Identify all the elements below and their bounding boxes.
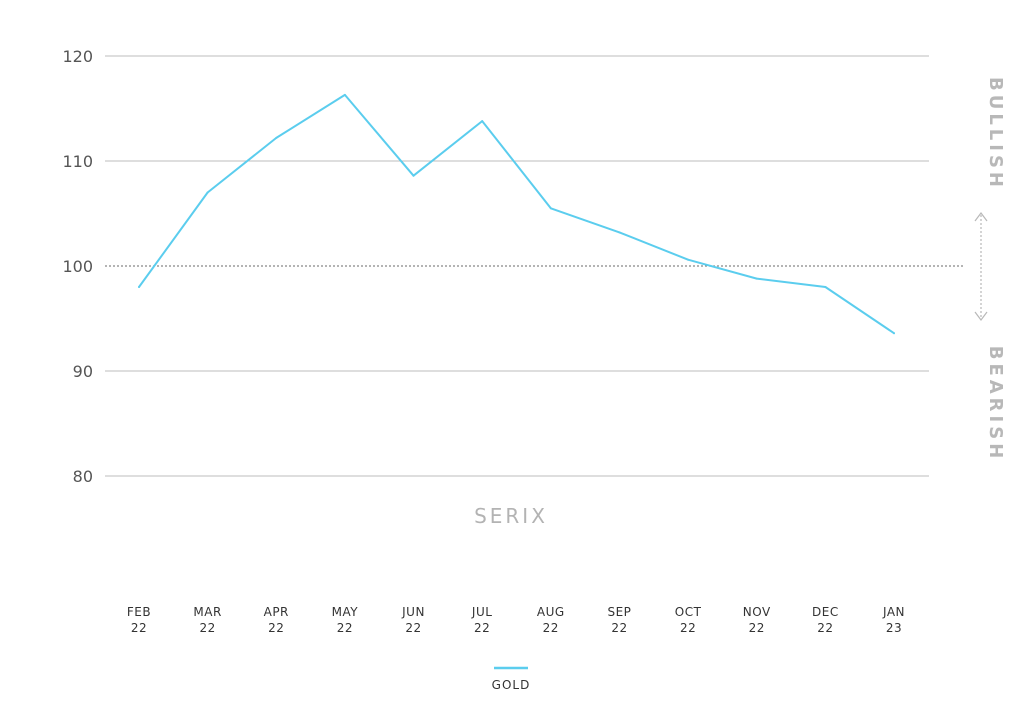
x-tick-label: AUG 22 [537,605,565,635]
arrow-down-head-icon [974,311,988,321]
x-tick-year: 22 [611,621,627,635]
x-tick-label: MAY 22 [332,605,359,635]
x-tick-year: 22 [131,621,147,635]
x-tick-month: MAR [193,605,221,619]
y-tick-label: 100 [62,257,93,276]
x-tick-year: 22 [817,621,833,635]
x-axis-ticks: FEB 22 MAR 22 APR 22 MAY 22 JUN 22 JUL 22 AUG 22 SEP 22… [127,605,905,635]
legend-label-gold: GOLD [492,678,531,692]
x-tick-month: SEP [607,605,631,619]
x-tick-label: MAR 22 [193,605,221,635]
legend: GOLD [492,666,531,692]
x-tick-month: APR [264,605,289,619]
x-tick-month: AUG [537,605,565,619]
data-point [893,332,895,335]
bearish-label: BEARISH [985,346,1006,463]
x-tick-year: 22 [543,621,559,635]
bullish-label: BULLISH [985,77,1006,191]
x-tick-month: JUN [401,605,425,619]
x-tick-year: 22 [405,621,421,635]
x-tick-month: FEB [127,605,151,619]
x-tick-year: 22 [337,621,353,635]
y-tick-label: 90 [73,362,93,381]
data-point [618,231,621,234]
x-tick-month: OCT [675,605,702,619]
x-tick-label: SEP 22 [607,605,631,635]
watermark: SERIX [474,504,548,528]
x-tick-year: 22 [268,621,284,635]
bullish-bearish-arrow-icon [974,212,988,321]
x-tick-label: JUL 22 [471,605,493,635]
data-point [138,286,140,288]
x-tick-year: 23 [886,621,902,635]
data-point [687,258,690,261]
y-axis-ticks: 120 110 100 90 80 [62,47,93,486]
x-tick-label: JUN 22 [401,605,425,635]
data-point [412,174,415,177]
y-tick-label: 80 [73,467,93,486]
data-point [549,207,552,210]
data-point [755,277,758,280]
x-tick-label: DEC 22 [812,605,839,635]
x-tick-year: 22 [680,621,696,635]
data-point [824,286,827,288]
data-point [275,136,278,139]
x-tick-year: 22 [749,621,765,635]
x-tick-label: NOV 22 [743,605,771,635]
x-tick-month: JAN [882,605,905,619]
x-tick-label: FEB 22 [127,605,151,635]
data-point [343,93,346,96]
y-tick-label: 110 [62,152,93,171]
x-tick-month: MAY [332,605,359,619]
x-tick-year: 22 [474,621,490,635]
arrow-up-head-icon [974,212,988,222]
grid-lines [105,55,929,477]
y-tick-label: 120 [62,47,93,66]
x-tick-month: JUL [471,605,493,619]
x-tick-label: APR 22 [264,605,289,635]
x-tick-label: OCT 22 [675,605,702,635]
x-tick-label: JAN 23 [882,605,905,635]
x-tick-month: NOV [743,605,771,619]
series-layer [138,93,895,335]
x-tick-year: 22 [199,621,215,635]
series-line-gold [138,93,895,335]
x-tick-month: DEC [812,605,839,619]
data-point [481,120,484,123]
data-point [206,191,209,194]
